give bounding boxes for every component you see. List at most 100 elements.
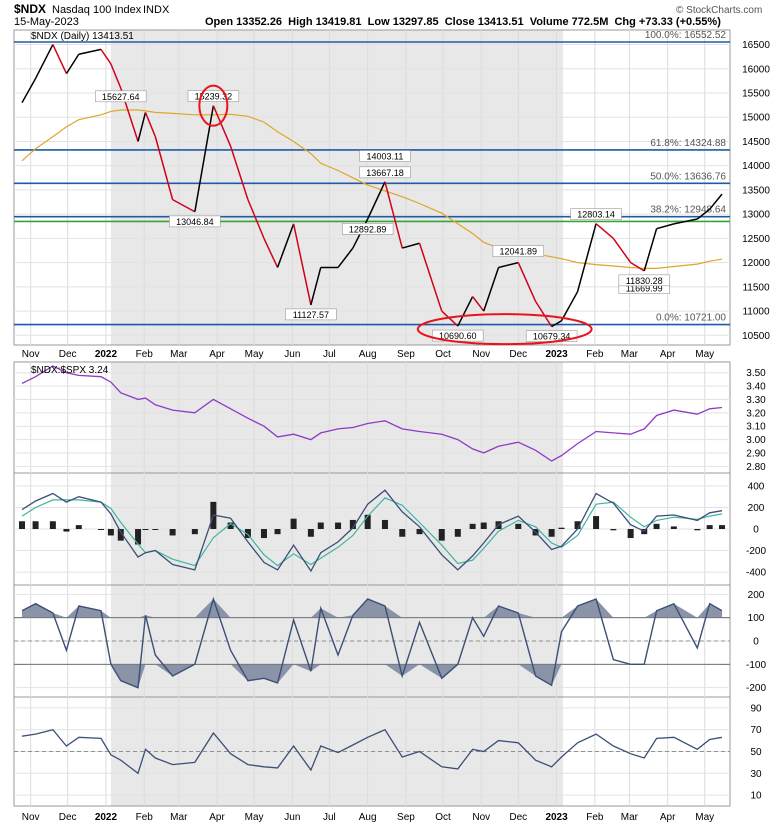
price-segment xyxy=(595,223,614,239)
fib-label: 100.0%: 16552.52 xyxy=(645,30,727,41)
y-tick-label: 2.90 xyxy=(746,448,766,459)
x-tick-label: Aug xyxy=(359,349,377,360)
annotation-label: 10690.60 xyxy=(439,331,477,341)
price-segment xyxy=(52,44,68,74)
x-tick-label: Jul xyxy=(323,349,336,360)
price-segment xyxy=(21,78,37,104)
macd-histogram-bar xyxy=(627,529,634,539)
x-tick-label: Dec xyxy=(59,812,77,823)
x-tick-label: 2023 xyxy=(545,812,568,823)
y-tick-label: 11000 xyxy=(742,307,770,318)
y-tick-label: 10500 xyxy=(742,331,770,342)
y-tick-label: -400 xyxy=(746,568,766,579)
macd-histogram-bar xyxy=(317,522,324,529)
x-tick-label: Jun xyxy=(284,812,300,823)
macd-histogram-bar xyxy=(32,521,39,529)
price-segment xyxy=(673,218,698,225)
macd-histogram-bar xyxy=(49,521,56,529)
y-tick-label: 3.40 xyxy=(746,382,766,393)
y-tick-label: 3.00 xyxy=(746,435,766,446)
price-segment xyxy=(534,300,553,328)
y-tick-label: 90 xyxy=(750,703,762,714)
y-tick-label: 12000 xyxy=(742,258,770,269)
header-date: 15-May-2023 xyxy=(14,16,79,28)
y-tick-label: 200 xyxy=(748,590,765,601)
annotation-label: 12041.89 xyxy=(500,247,538,257)
macd-histogram-bar xyxy=(515,523,522,529)
price-segment xyxy=(154,136,174,200)
annotation-box xyxy=(492,245,544,257)
macd-histogram-bar xyxy=(454,529,461,537)
price-segment xyxy=(212,105,232,147)
x-tick-label: Nov xyxy=(22,812,40,823)
macd-histogram-bar xyxy=(694,529,701,531)
y-tick-label: 100 xyxy=(748,613,765,624)
price-segment xyxy=(337,247,354,268)
x-tick-label: May xyxy=(695,349,714,360)
header-ohlc: Open 13352.26 High 13419.81 Low 13297.85… xyxy=(205,16,721,28)
annotation-box xyxy=(285,308,337,321)
header-symbol: $NDX xyxy=(14,2,46,16)
y-tick-label: 11500 xyxy=(742,282,770,293)
macd-histogram-bar xyxy=(706,525,713,529)
price-segment xyxy=(498,261,519,269)
x-tick-label: Nov xyxy=(472,349,490,360)
x-tick-label: May xyxy=(245,349,264,360)
macd-histogram-bar xyxy=(98,529,105,530)
macd-histogram-bar xyxy=(719,525,725,529)
price-segment xyxy=(441,310,459,327)
macd-histogram-bar xyxy=(19,521,25,529)
panel-0-shade xyxy=(111,30,563,345)
macd-histogram-bar xyxy=(227,522,234,529)
price-segment xyxy=(560,291,579,322)
y-tick-label: 13500 xyxy=(742,185,770,196)
y-tick-label: 30 xyxy=(750,769,762,780)
fib-label: 38.2%: 12948.64 xyxy=(650,205,726,216)
panel-frames xyxy=(13,29,731,807)
price-segment xyxy=(517,262,537,302)
macd-histogram-bar xyxy=(260,529,267,539)
y-tick-label: 2.80 xyxy=(746,462,766,473)
x-tick-label: May xyxy=(245,812,264,823)
fib-label: 50.0%: 13636.76 xyxy=(650,171,726,182)
macd-histogram-bar xyxy=(364,514,371,529)
price-segment xyxy=(78,48,102,55)
price-segment xyxy=(65,53,80,75)
annotation-label: 11830.28 xyxy=(626,276,663,286)
macd-signal-line xyxy=(21,497,723,567)
y-tick-label: 400 xyxy=(748,481,765,492)
header-name: Nasdaq 100 Index xyxy=(52,4,142,16)
y-tick-label: 3.30 xyxy=(746,395,766,406)
price-segment xyxy=(418,242,443,312)
y-tick-label: -100 xyxy=(746,660,766,671)
macd-histogram-bar xyxy=(548,529,555,537)
price-segment xyxy=(100,48,112,65)
y-tick-label: 3.50 xyxy=(746,368,766,379)
macd-histogram-bar xyxy=(107,529,114,536)
macd-histogram-bar xyxy=(653,523,660,529)
annotation-label: 14003.11 xyxy=(367,152,404,162)
x-tick-label: Oct xyxy=(435,349,451,360)
x-tick-label: Sep xyxy=(397,812,415,823)
y-tick-label: 13000 xyxy=(742,210,770,221)
cci-overbought-fill xyxy=(22,599,722,618)
y-tick-label: 0 xyxy=(753,637,759,648)
macd-histogram-bar xyxy=(307,529,314,537)
price-segment xyxy=(457,296,474,327)
price-segment xyxy=(229,146,249,200)
price-segment xyxy=(110,63,122,89)
x-tick-label: Jun xyxy=(284,349,300,360)
x-tick-label: 2022 xyxy=(95,349,118,360)
price-segment xyxy=(172,198,196,213)
annotation-label: 11669.99 xyxy=(626,284,663,294)
x-tick-label: Dec xyxy=(509,812,527,823)
price-segment xyxy=(144,112,157,137)
y-tick-label: 16000 xyxy=(742,64,770,75)
x-tick-label: 2022 xyxy=(95,812,118,823)
highlight-circle-peak xyxy=(198,84,229,127)
price-segment xyxy=(696,208,711,220)
macd-histogram-bar xyxy=(399,529,406,537)
y-tick-label: 0 xyxy=(753,525,759,536)
annotation-box xyxy=(359,150,411,162)
